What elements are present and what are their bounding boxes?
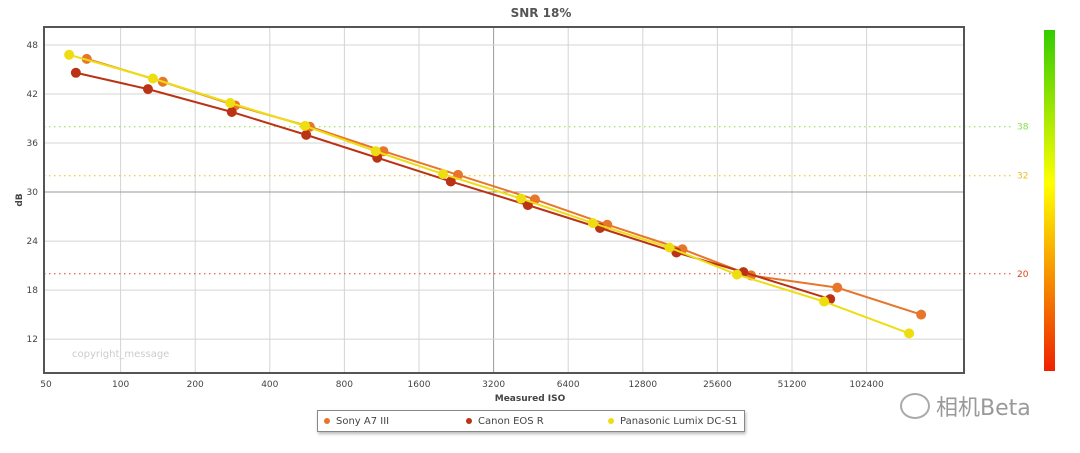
x-tick-label: 3200 [482, 380, 505, 390]
chart-title: SNR 18% [511, 6, 572, 20]
reference-line-label: 32 [1017, 172, 1028, 182]
data-point [226, 106, 237, 117]
series-panasonic-lumix-dc-s1 [64, 49, 915, 339]
data-point [445, 176, 456, 187]
data-point [370, 146, 381, 157]
x-tick-label: 51200 [778, 380, 807, 390]
reference-line-label: 20 [1017, 270, 1029, 280]
y-tick-label: 48 [27, 41, 39, 51]
x-tick-label: 25600 [703, 380, 732, 390]
y-tick-label: 36 [27, 139, 39, 149]
series-line [68, 53, 910, 335]
data-point [300, 120, 311, 131]
data-point [904, 328, 915, 339]
data-point [664, 242, 675, 253]
data-point [301, 129, 312, 140]
legend-label: Sony A7 III [336, 415, 390, 427]
x-tick-label: 1600 [408, 380, 431, 390]
data-point [225, 98, 236, 109]
x-tick-label: 102400 [849, 380, 884, 390]
x-tick-label: 800 [336, 380, 353, 390]
reference-lines: 38 32 20 [44, 123, 1029, 280]
y-axis-label: dB [15, 193, 25, 206]
reference-line-label: 38 [1017, 123, 1029, 133]
data-point [832, 282, 843, 293]
data-point [70, 67, 81, 78]
x-tick-labels: 50 100 200 400 800 1600 3200 6400 12800 25600 5120… [40, 380, 884, 390]
data-point [64, 49, 75, 60]
data-point [147, 73, 158, 84]
legend-item-sony[interactable]: Sony A7 III [324, 416, 460, 427]
wechat-icon [900, 393, 930, 419]
x-tick-label: 12800 [628, 380, 657, 390]
legend-marker-icon [608, 418, 614, 424]
y-tick-label: 30 [27, 188, 39, 198]
series-layer [64, 49, 927, 339]
color-scale-bar [1044, 30, 1055, 371]
y-tick-labels: 12 18 24 30 36 42 48 [27, 41, 39, 345]
y-tick-label: 24 [27, 237, 39, 247]
x-tick-label: 6400 [557, 380, 580, 390]
legend: Sony A7 III Canon EOS R Panasonic Lumix … [317, 410, 745, 432]
x-tick-label: 50 [40, 380, 52, 390]
data-point [516, 193, 527, 204]
x-axis-label: Measured ISO [495, 394, 566, 404]
data-point [438, 169, 449, 180]
plot-frame [43, 26, 965, 374]
data-point [916, 309, 927, 320]
legend-marker-icon [324, 418, 330, 424]
grid [44, 27, 964, 373]
y-tick-label: 18 [27, 286, 39, 296]
x-tick-label: 200 [187, 380, 204, 390]
legend-item-canon[interactable]: Canon EOS R [466, 416, 602, 427]
legend-marker-icon [466, 418, 472, 424]
brand-watermark: 相机Beta [900, 390, 1031, 422]
data-point [819, 296, 830, 307]
brand-text: 相机Beta [936, 396, 1031, 421]
y-tick-label: 42 [27, 90, 38, 100]
legend-item-panasonic[interactable]: Panasonic Lumix DC-S1 [608, 416, 744, 427]
y-tick-label: 12 [27, 335, 38, 345]
data-point [731, 269, 742, 280]
x-tick-label: 400 [261, 380, 278, 390]
x-tick-label: 100 [112, 380, 129, 390]
legend-label: Canon EOS R [478, 415, 544, 427]
data-point [143, 84, 154, 95]
data-point [587, 218, 598, 229]
legend-label: Panasonic Lumix DC-S1 [620, 415, 738, 427]
copyright-watermark: copyright_message [72, 349, 169, 360]
